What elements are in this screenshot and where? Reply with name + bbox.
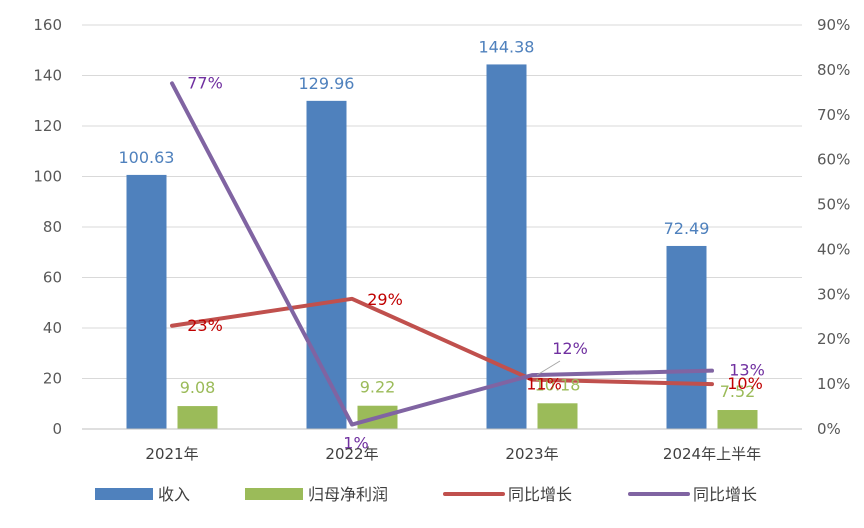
line-value-label: 23% <box>187 316 223 335</box>
y-right-tick-label: 70% <box>817 106 850 124</box>
line-value-label: 10% <box>727 374 763 393</box>
y-right-tick-label: 60% <box>817 151 850 169</box>
y-left-tick-label: 140 <box>33 67 62 85</box>
bar-value-label: 129.96 <box>299 74 355 93</box>
bar <box>666 245 707 429</box>
legend-label: 同比增长 <box>508 485 572 504</box>
y-right-tick-label: 0% <box>817 420 841 438</box>
label-leader-line <box>536 360 561 376</box>
legend-label: 同比增长 <box>693 485 757 504</box>
x-tick-label: 2021年 <box>145 445 198 463</box>
x-tick-label: 2022年 <box>325 445 378 463</box>
y-right-tick-label: 50% <box>817 196 850 214</box>
y-right-tick-label: 20% <box>817 330 850 348</box>
line-value-label: 29% <box>367 290 403 309</box>
series-line <box>170 81 714 427</box>
line-value-label: 13% <box>729 361 765 380</box>
line-value-label: 77% <box>187 73 223 92</box>
bar-value-label: 9.08 <box>180 378 216 397</box>
bar <box>537 403 578 429</box>
y-left-tick-label: 100 <box>33 168 62 186</box>
y-left-tick-label: 0 <box>52 420 62 438</box>
bar-value-label: 72.49 <box>664 219 710 238</box>
y-left-tick-label: 120 <box>33 117 62 135</box>
bar <box>177 406 218 429</box>
legend: 收入 归母净利润 同比增长 同比增长 <box>95 485 757 504</box>
y-left-tick-label: 20 <box>43 370 62 388</box>
bar-value-label: 144.38 <box>479 37 535 56</box>
bar <box>126 174 167 429</box>
y-left-tick-label: 60 <box>43 269 62 287</box>
bar-value-label: 100.63 <box>119 148 175 167</box>
bar <box>717 410 758 429</box>
legend-swatch <box>95 488 153 500</box>
gridlines <box>82 24 802 430</box>
line-value-label: 1% <box>343 434 368 453</box>
x-tick-label: 2023年 <box>505 445 558 463</box>
bar-value-label: 9.22 <box>360 378 396 397</box>
lines <box>170 81 714 427</box>
line-value-label: 11% <box>526 375 562 394</box>
y-right-tick-label: 90% <box>817 16 850 34</box>
data-labels: 100.63 129.96 144.38 72.49 9.08 9.22 10.18 7.52… <box>119 37 765 452</box>
y-left-tick-label: 160 <box>33 16 62 34</box>
bars <box>126 64 758 430</box>
y-right-tick-label: 80% <box>817 61 850 79</box>
series-line <box>170 296 714 387</box>
x-tick-label: 2024年上半年 <box>663 445 761 463</box>
y-right-tick-label: 30% <box>817 285 850 303</box>
bar-value-label: 10.18 <box>535 375 581 394</box>
bar-value-label: 7.52 <box>720 382 756 401</box>
y-left-tick-label: 80 <box>43 218 62 236</box>
legend-swatch <box>245 488 303 500</box>
y-left-tick-label: 40 <box>43 319 62 337</box>
legend-label: 收入 <box>158 485 190 504</box>
axes: 0 20 40 60 80 100 120 140 160 0% 10% 20% 30% 40% 50% 60… <box>33 16 850 463</box>
y-right-tick-label: 40% <box>817 240 850 258</box>
line-value-label: 12% <box>552 339 588 358</box>
legend-label: 归母净利润 <box>308 485 388 504</box>
y-right-tick-label: 10% <box>817 375 850 393</box>
